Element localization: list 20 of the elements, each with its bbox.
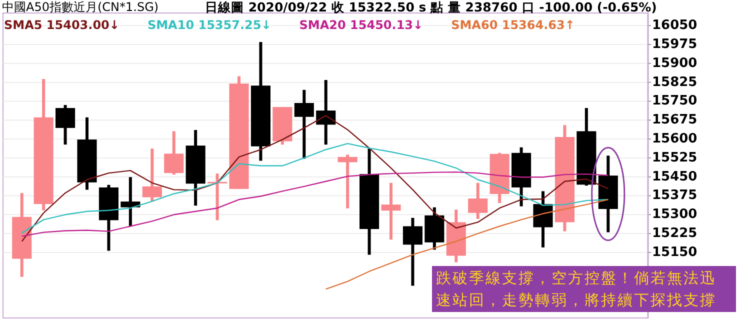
y-tick-label: 15900 — [652, 56, 698, 71]
chart-subtitle: 日線圖 2020/09/22 收 15322.50 s 點 量 238760 口 -100.00 (-0.65%) — [205, 0, 657, 14]
text: SMA20 15450.13↓ — [299, 18, 424, 32]
y-tick-label: 15600 — [652, 132, 698, 147]
y-tick-label: 15300 — [652, 207, 698, 222]
y-tick-label: 15750 — [652, 94, 698, 109]
y-tick-label: 16050 — [652, 18, 698, 34]
y-tick-label: 15450 — [652, 169, 698, 184]
chart-title: 中國A50指數近月(CN*1.SG) — [2, 0, 159, 14]
y-tick-label: 15150 — [652, 244, 698, 260]
y-tick-label: 15675 — [652, 112, 698, 128]
y-tick-label: 15225 — [652, 226, 698, 242]
y-tick-label: 15525 — [652, 150, 698, 166]
y-tick-label: 15975 — [652, 37, 698, 52]
y-tick-label: 15375 — [652, 188, 698, 204]
text: SMA5 15403.00↓ — [4, 18, 120, 32]
annotation: 跌破季線支撐，空方控盤！倘若無法迅速站回，走勢轉弱，將持續下探找支撐 — [432, 266, 736, 312]
y-tick-label: 15825 — [652, 74, 698, 90]
text: SMA10 15357.25↓ — [147, 18, 272, 32]
text: SMA60 15364.63↑ — [451, 18, 575, 32]
